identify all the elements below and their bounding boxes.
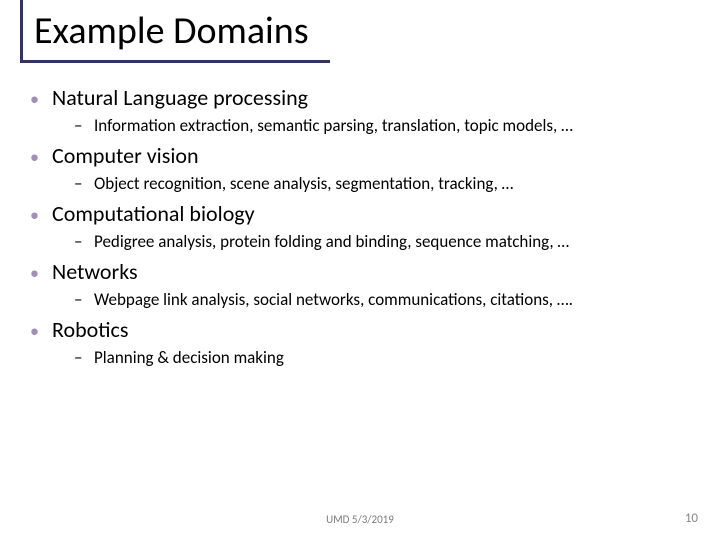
list-item: • Computational biology bbox=[30, 200, 700, 227]
dash-icon: – bbox=[74, 347, 94, 368]
list-item: • Natural Language processing bbox=[30, 84, 700, 111]
list-subitem-label: Object recognition, scene analysis, segm… bbox=[94, 173, 513, 194]
list-subitem: – Object recognition, scene analysis, se… bbox=[74, 173, 700, 194]
bullet-icon: • bbox=[30, 146, 52, 168]
title-vertical-rule bbox=[20, 0, 23, 62]
content-area: • Natural Language processing – Informat… bbox=[30, 78, 700, 372]
title-underline bbox=[20, 60, 330, 63]
list-item-label: Robotics bbox=[52, 316, 128, 343]
dash-icon: – bbox=[74, 289, 94, 310]
list-subitem: – Planning & decision making bbox=[74, 347, 700, 368]
bullet-icon: • bbox=[30, 320, 52, 342]
footer-text: UMD 5/3/2019 bbox=[0, 513, 720, 526]
list-item-label: Computational biology bbox=[52, 200, 255, 227]
list-item-label: Natural Language processing bbox=[52, 84, 308, 111]
list-subitem: – Information extraction, semantic parsi… bbox=[74, 115, 700, 136]
bullet-icon: • bbox=[30, 88, 52, 110]
list-subitem: – Pedigree analysis, protein folding and… bbox=[74, 231, 700, 252]
list-subitem: – Webpage link analysis, social networks… bbox=[74, 289, 700, 310]
list-item-label: Computer vision bbox=[52, 142, 199, 169]
list-item: • Networks bbox=[30, 258, 700, 285]
list-subitem-label: Webpage link analysis, social networks, … bbox=[94, 289, 573, 310]
dash-icon: – bbox=[74, 173, 94, 194]
slide-title: Example Domains bbox=[34, 8, 309, 54]
bullet-icon: • bbox=[30, 204, 52, 226]
list-item: • Robotics bbox=[30, 316, 700, 343]
list-item-label: Networks bbox=[52, 258, 138, 285]
list-subitem-label: Pedigree analysis, protein folding and b… bbox=[94, 231, 569, 252]
dash-icon: – bbox=[74, 115, 94, 136]
list-subitem-label: Information extraction, semantic parsing… bbox=[94, 115, 573, 136]
dash-icon: – bbox=[74, 231, 94, 252]
list-item: • Computer vision bbox=[30, 142, 700, 169]
list-subitem-label: Planning & decision making bbox=[94, 347, 284, 368]
bullet-icon: • bbox=[30, 262, 52, 284]
page-number: 10 bbox=[685, 511, 698, 526]
